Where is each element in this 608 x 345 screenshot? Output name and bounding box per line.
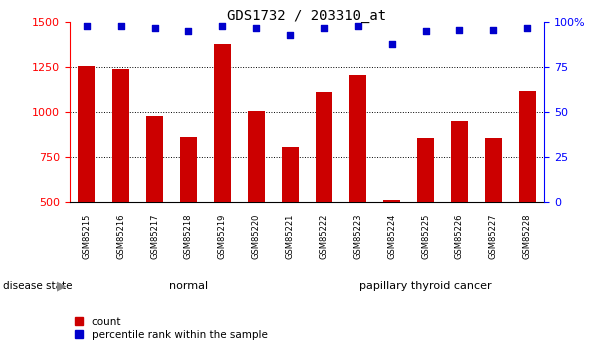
- Bar: [146, 116, 163, 202]
- Text: GSM85216: GSM85216: [116, 214, 125, 259]
- Point: [184, 29, 193, 34]
- Bar: [180, 137, 197, 202]
- Bar: [417, 138, 434, 202]
- Point: [353, 23, 363, 29]
- Bar: [350, 75, 366, 202]
- Point: [285, 32, 295, 38]
- Text: GDS1732 / 203310_at: GDS1732 / 203310_at: [227, 9, 387, 23]
- Bar: [282, 147, 299, 202]
- Text: papillary thyroid cancer: papillary thyroid cancer: [359, 282, 492, 291]
- Bar: [214, 44, 231, 202]
- Text: GSM85217: GSM85217: [150, 214, 159, 259]
- Text: GSM85218: GSM85218: [184, 214, 193, 259]
- Point: [319, 25, 329, 31]
- Text: GSM85219: GSM85219: [218, 214, 227, 259]
- Bar: [451, 121, 468, 202]
- Text: GSM85228: GSM85228: [523, 214, 532, 259]
- Point: [150, 25, 159, 31]
- Text: GSM85215: GSM85215: [82, 214, 91, 259]
- Bar: [112, 69, 129, 202]
- Text: GSM85227: GSM85227: [489, 214, 498, 259]
- Point: [488, 27, 498, 32]
- Point: [455, 27, 465, 32]
- Point: [251, 25, 261, 31]
- Point: [82, 23, 92, 29]
- Point: [218, 23, 227, 29]
- Bar: [316, 92, 333, 202]
- Legend: count, percentile rank within the sample: count, percentile rank within the sample: [75, 317, 268, 340]
- Text: GSM85226: GSM85226: [455, 214, 464, 259]
- Point: [387, 41, 396, 47]
- Text: GSM85224: GSM85224: [387, 214, 396, 259]
- Bar: [383, 200, 400, 202]
- Text: GSM85222: GSM85222: [319, 214, 328, 259]
- Text: normal: normal: [169, 282, 208, 291]
- Bar: [519, 91, 536, 202]
- Bar: [78, 66, 95, 202]
- Point: [421, 29, 430, 34]
- Text: GSM85223: GSM85223: [353, 214, 362, 259]
- Text: ▶: ▶: [57, 280, 66, 293]
- Point: [522, 25, 532, 31]
- Bar: [485, 138, 502, 202]
- Text: GSM85225: GSM85225: [421, 214, 430, 259]
- Point: [116, 23, 126, 29]
- Bar: [248, 111, 264, 202]
- Text: GSM85221: GSM85221: [286, 214, 295, 259]
- Text: disease state: disease state: [3, 282, 72, 291]
- Text: GSM85220: GSM85220: [252, 214, 261, 259]
